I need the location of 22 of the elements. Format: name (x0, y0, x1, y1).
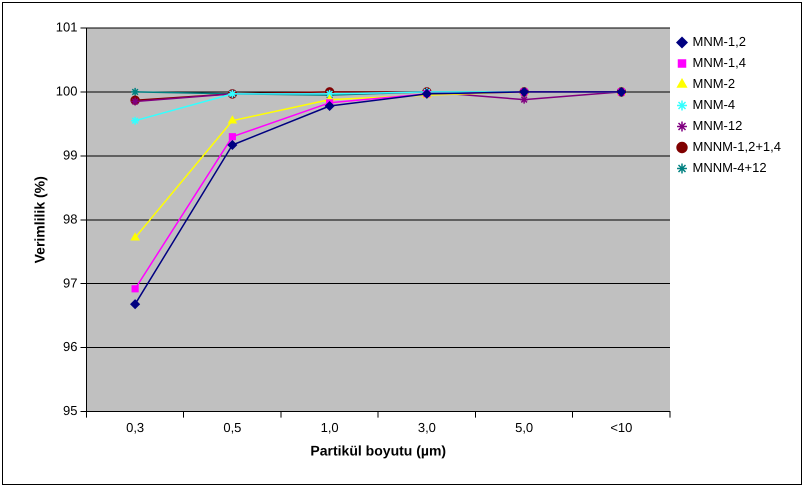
y-tick-label: 97 (63, 275, 78, 290)
legend-label: MNNM-4+12 (692, 160, 767, 176)
x-tick-label: 5,0 (515, 420, 534, 435)
y-tick-label: 96 (63, 339, 78, 354)
y-tick-label: 98 (63, 211, 78, 226)
legend-label: MNM-2 (692, 76, 736, 92)
legend-label: MNM-4 (692, 97, 736, 112)
x-tick-label: 0,3 (126, 420, 144, 435)
y-tick-label: 100 (56, 84, 78, 99)
legend-label: MNM-1,2 (692, 34, 746, 50)
legend-label: MNM-12 (692, 118, 742, 134)
y-tick-label: 99 (63, 147, 78, 162)
y-tick-label: 101 (56, 20, 78, 35)
legend-label: MNNM-1,2+1,4 (692, 139, 781, 154)
y-axis-title: Verimlilik (%) (31, 176, 48, 264)
x-tick-label: 0,5 (223, 420, 242, 435)
legend-label: MNM-1,4 (692, 55, 746, 70)
x-tick-label: 1,0 (320, 420, 339, 435)
x-tick-label: 3,0 (418, 420, 436, 435)
x-tick-label: <10 (610, 420, 632, 435)
y-tick-label: 95 (63, 403, 78, 418)
x-axis-title: Partikül boyutu (µm) (310, 442, 446, 458)
